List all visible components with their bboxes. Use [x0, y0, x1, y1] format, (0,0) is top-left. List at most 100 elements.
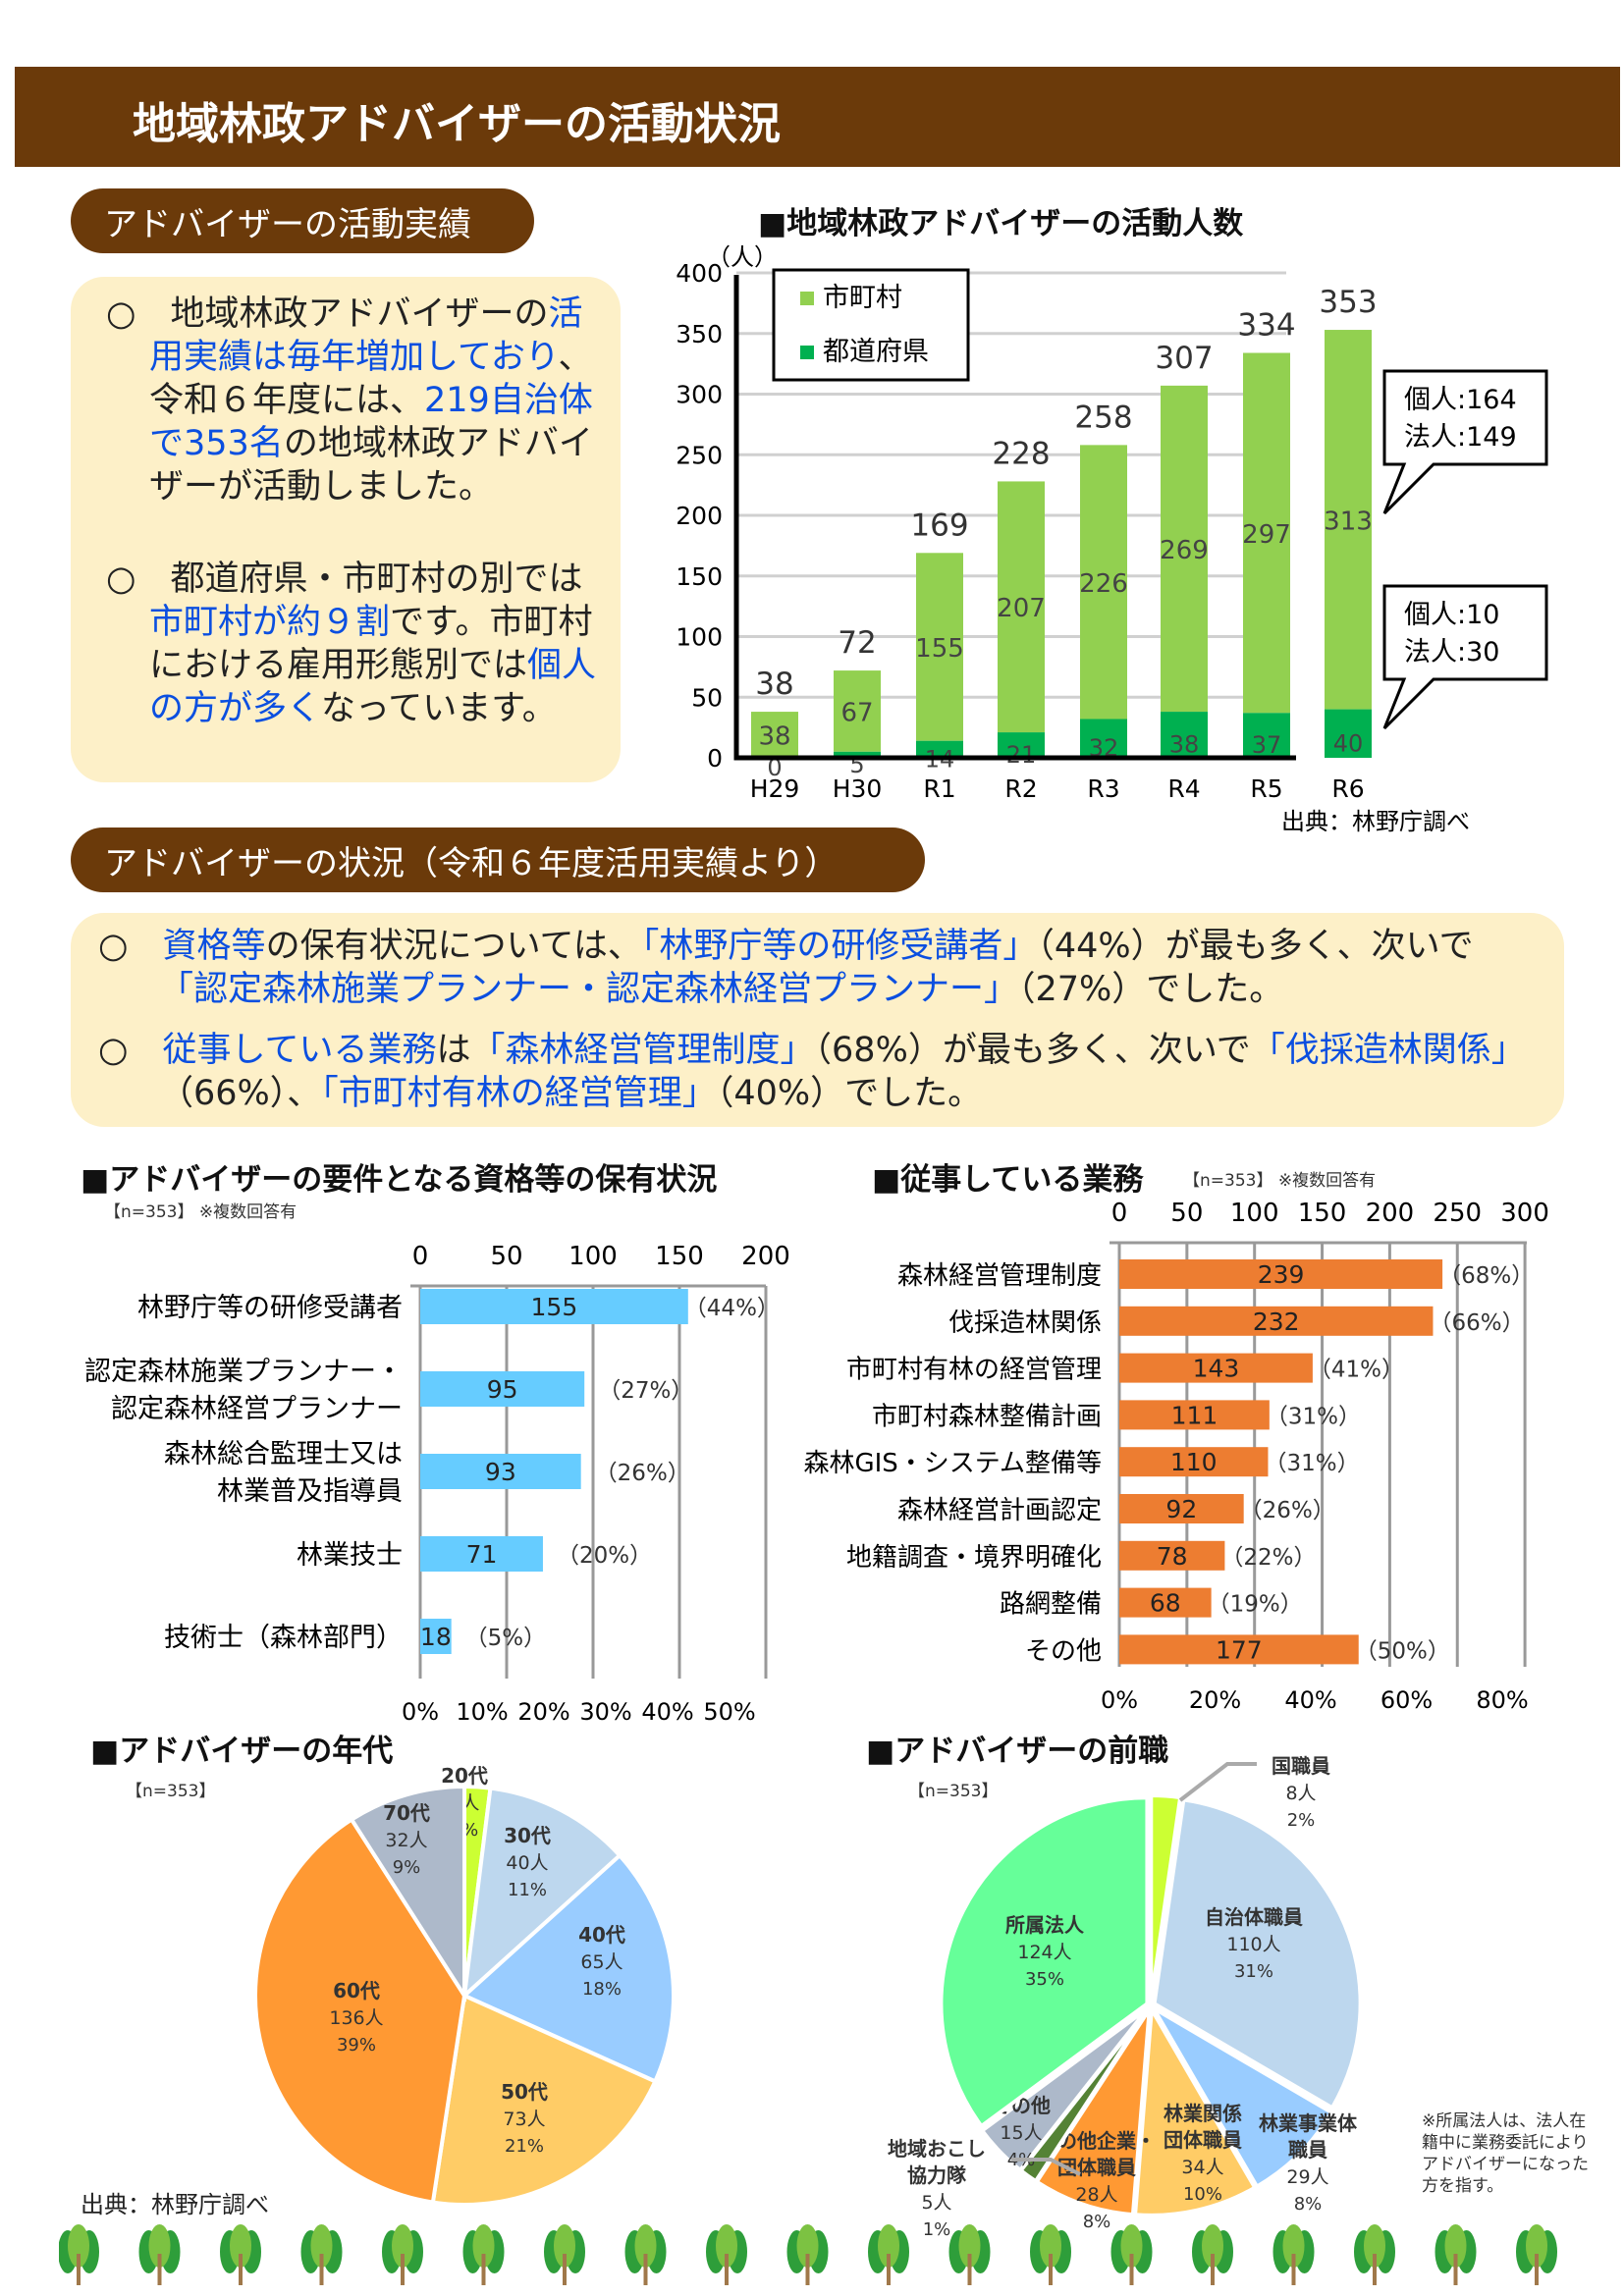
- bar-percent: （26%）: [595, 1461, 690, 1486]
- slice-percent: 8%: [1294, 2194, 1323, 2215]
- pie-slice: [1132, 2002, 1258, 2217]
- body-text: ○ 地域林政アドバイザーの: [106, 294, 549, 334]
- prefecture-label: 38: [1169, 731, 1200, 759]
- bar-prefecture: [834, 751, 881, 758]
- prefecture-label: 40: [1333, 729, 1364, 757]
- body-text: （44%）が最も多く、次いで: [1037, 927, 1474, 966]
- top-tick-label: 150: [1298, 1199, 1347, 1228]
- tree-trunk: [1535, 2254, 1539, 2285]
- bar: [420, 1454, 581, 1489]
- tree-foliage: [472, 2224, 495, 2268]
- highlight-text: 市町村が約９割: [149, 603, 391, 642]
- tree-trunk: [805, 2254, 810, 2285]
- bar: [420, 1289, 688, 1324]
- chart-title-work: ■従事している業務: [872, 1162, 1144, 1198]
- pie-slice: [430, 1993, 658, 2207]
- tree-trunk: [563, 2254, 567, 2285]
- tree-trunk: [401, 2254, 405, 2285]
- tree-trunk: [967, 2254, 972, 2285]
- tree-foliage: [310, 2224, 333, 2268]
- municipal-label: 155: [915, 634, 964, 664]
- top-tick-label: 0: [1111, 1199, 1128, 1228]
- bar-percent: （66%）: [1429, 1310, 1524, 1336]
- x-tick-label: R6: [1331, 774, 1364, 803]
- bottom-tick-label: 50%: [703, 1698, 755, 1726]
- tree-icon: [706, 2224, 747, 2285]
- bar-prefecture: [1161, 712, 1208, 758]
- prefecture-label: 21: [1006, 741, 1037, 769]
- tree-trunk: [77, 2254, 81, 2285]
- bottom-tick-label: 40%: [1284, 1686, 1336, 1714]
- bar-value: 111: [1171, 1401, 1218, 1429]
- leader-line: [1178, 1762, 1257, 1802]
- body-text: です。市町村における雇用形態別では: [149, 603, 593, 685]
- chart-title-former-job: ■アドバイザーの前職: [866, 1734, 1169, 1769]
- bar-municipal: [751, 712, 798, 758]
- municipal-label: 313: [1324, 507, 1373, 536]
- slice-name: 所属法人: [1005, 1913, 1085, 1937]
- slice-name: 国職員: [1272, 1754, 1330, 1778]
- chart-title-qualification: ■アドバイザーの要件となる資格等の保有状況: [81, 1162, 718, 1198]
- leader-line: [1011, 2158, 1081, 2176]
- bar: [1119, 1259, 1443, 1289]
- highlight-text: 「伐採造林関係」: [1250, 1031, 1526, 1070]
- slice-name: 50代: [501, 2080, 548, 2104]
- tree-icon: [1516, 2224, 1557, 2285]
- slice-percent: 8%: [1083, 2212, 1111, 2232]
- slice-label: 自治体職員 110人 31%: [1205, 1905, 1303, 1982]
- bar-percent: （68%）: [1438, 1263, 1534, 1289]
- body-text: （40%）でした。: [716, 1074, 983, 1113]
- tree-icon: [220, 2224, 261, 2285]
- slice-label: 60代 136人 39%: [329, 1979, 383, 2056]
- activity-summary-box: ○ 地域林政アドバイザーの活用実績は毎年増加しており、令和６年度には、219自治…: [71, 277, 621, 782]
- body-text: ○ 都道府県・市町村の別では: [106, 560, 583, 599]
- x-tick-label: R5: [1250, 774, 1282, 803]
- top-tick-label: 250: [1433, 1199, 1482, 1228]
- slice-percent: 18%: [582, 1979, 622, 2000]
- bar-value: 177: [1216, 1635, 1263, 1664]
- slice-count: 8人: [1285, 1783, 1316, 1804]
- total-label: 307: [1155, 341, 1213, 376]
- bar: [1119, 1634, 1359, 1665]
- tree-trunk: [643, 2254, 648, 2285]
- summary-paragraph: ○ 資格等の保有状況については、「林野庁等の研修受講者」（44%）が最も多く、次…: [98, 925, 1532, 1011]
- slice-name: 団体職員: [1164, 2128, 1242, 2152]
- highlight-text: 「森林経営管理制度」: [470, 1031, 815, 1070]
- x-tick-label: R4: [1167, 774, 1200, 803]
- slice-count: 124人: [1017, 1942, 1071, 1963]
- top-tick-label: 50: [1170, 1199, 1203, 1228]
- highlight-text: 「認定森林施業プランナー・認定森林経営プランナー」: [159, 970, 1019, 1009]
- bar-percent: （20%）: [557, 1543, 652, 1569]
- category-label: 技術士（森林部門）: [164, 1623, 403, 1653]
- chart-note: 【n=353】: [908, 1782, 999, 1801]
- category-label: 森林経営計画認定: [897, 1496, 1102, 1525]
- status-summary-box: ○ 資格等の保有状況については、「林野庁等の研修受講者」（44%）が最も多く、次…: [71, 913, 1564, 1127]
- category-label: 認定森林施業プランナー・: [84, 1357, 403, 1387]
- tree-trunk: [1453, 2254, 1458, 2285]
- tree-icon: [1354, 2224, 1395, 2285]
- bar-value: 232: [1253, 1308, 1300, 1336]
- bar: [1119, 1353, 1313, 1383]
- category-label: 地籍調査・境界明確化: [846, 1543, 1102, 1573]
- top-tick-label: 100: [1230, 1199, 1279, 1228]
- tree-trunk: [1291, 2254, 1296, 2285]
- summary-paragraph: ○ 地域林政アドバイザーの活用実績は毎年増加しており、令和６年度には、219自治…: [106, 293, 609, 508]
- tree-foliage: [392, 2224, 413, 2268]
- highlight-text: 活用実績は毎年増加しており: [149, 294, 583, 377]
- tree-icon: [382, 2224, 423, 2285]
- highlight-text: 従事している業務: [162, 1031, 437, 1070]
- legend-label: 都道府県: [823, 337, 929, 367]
- tree-foliage: [878, 2224, 899, 2268]
- bar: [1119, 1494, 1244, 1523]
- tree-foliage: [1282, 2224, 1305, 2268]
- highlight-text: 「林野庁等の研修受講者」: [641, 927, 1038, 966]
- slice-count: 5人: [921, 2192, 951, 2214]
- section-label-activity: アドバイザーの活動実績: [71, 188, 534, 253]
- callout-text: 個人:10: [1404, 600, 1499, 630]
- bar-value: 71: [466, 1540, 498, 1569]
- y-axis-unit: （人）: [707, 243, 778, 271]
- y-tick-label: 100: [676, 623, 723, 652]
- top-tick-label: 100: [568, 1242, 618, 1271]
